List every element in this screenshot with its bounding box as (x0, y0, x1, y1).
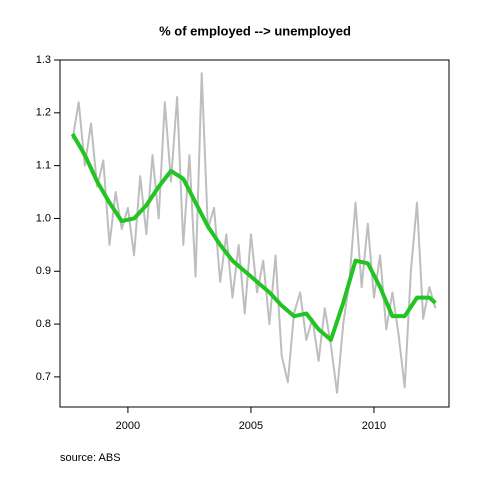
y-tick-label: 1.0 (36, 212, 51, 224)
y-tick-label: 0.8 (36, 318, 51, 330)
source-note: source: ABS (60, 452, 121, 464)
y-tick-label: 0.7 (36, 371, 51, 383)
y-tick-label: 1.3 (36, 54, 51, 66)
data-line (70, 132, 437, 342)
x-tick-label: 2005 (239, 420, 263, 432)
plot-box (59, 59, 450, 408)
data-line (71, 72, 437, 394)
y-tick-label: 0.9 (36, 265, 51, 277)
x-tick-label: 2000 (116, 420, 140, 432)
chart-title: % of employed --> unemployed (159, 23, 351, 38)
y-tick-label: 1.2 (36, 107, 51, 119)
x-tick-label: 2010 (362, 420, 386, 432)
y-tick-label: 1.1 (36, 160, 51, 172)
